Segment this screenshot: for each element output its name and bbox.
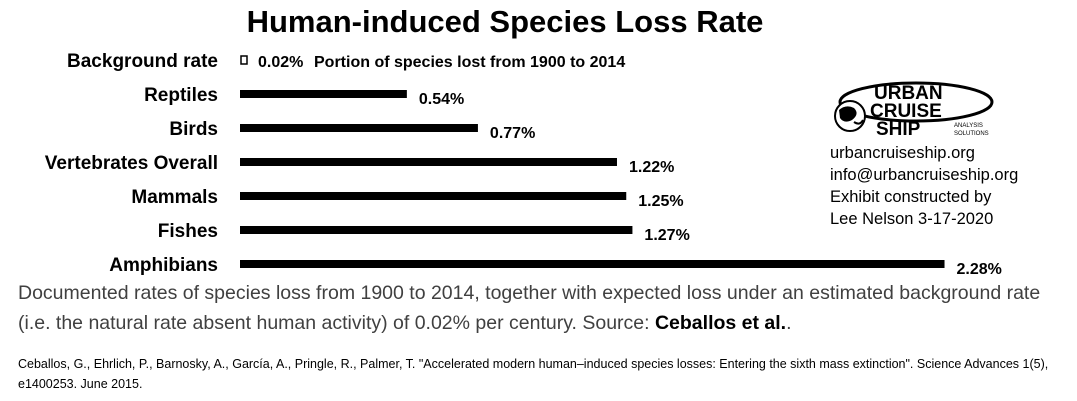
value-label-fishes: 1.27% [644,227,689,244]
category-label-vertebrates-overall: Vertebrates Overall [45,153,218,174]
category-label-reptiles: Reptiles [144,85,218,106]
logo-sub-2: SOLUTIONS [954,131,989,137]
category-label-mammals: Mammals [131,187,218,208]
caption: Documented rates of species loss from 19… [18,278,1068,338]
logo-line-1: URBAN [874,83,943,104]
logo-sub-1: ANALYSIS [954,123,983,129]
chart-title: Human-induced Species Loss Rate [246,4,764,39]
urban-cruise-ship-logo: URBAN CRUISE SHIP ANALYSIS SOLUTIONS [830,78,1000,147]
caption-source: Ceballos et al. [654,312,787,334]
email-link[interactable]: info@urbancruiseship.org [830,166,1019,184]
chart-annotation: Portion of species lost from 1900 to 201… [314,54,625,71]
bar-fishes [240,226,633,234]
logo-line-3: SHIP [876,119,921,140]
value-label-background-rate: 0.02% [258,54,303,71]
category-label-amphibians: Amphibians [109,255,218,276]
bar-mammals [240,192,627,200]
reference-citation: Ceballos, G., Ehrlich, P., Barnosky, A.,… [18,357,1049,391]
bar-birds [240,124,478,132]
value-label-reptiles: 0.54% [419,91,464,108]
caption-end: . [786,312,792,334]
category-label-fishes: Fishes [158,221,218,242]
bar-reptiles [240,90,407,98]
category-label-birds: Birds [169,119,218,140]
info-block: urbancruiseship.org info@urbancruiseship… [830,142,1070,230]
website-link[interactable]: urbancruiseship.org [830,144,975,162]
value-label-vertebrates-overall: 1.22% [629,159,674,176]
credit-line: Exhibit constructed by [830,188,992,206]
value-label-mammals: 1.25% [638,193,683,210]
value-label-birds: 0.77% [490,125,535,142]
bar-vertebrates-overall [240,158,617,166]
bar-background-rate [240,55,248,65]
bar-amphibians [240,260,945,268]
author-date: Lee Nelson 3-17-2020 [830,210,994,228]
logo-line-2: CRUISE [870,101,942,122]
category-label-background-rate: Background rate [67,51,218,72]
caption-text: Documented rates of species loss from 19… [18,282,1041,334]
value-label-amphibians: 2.28% [957,261,1002,278]
